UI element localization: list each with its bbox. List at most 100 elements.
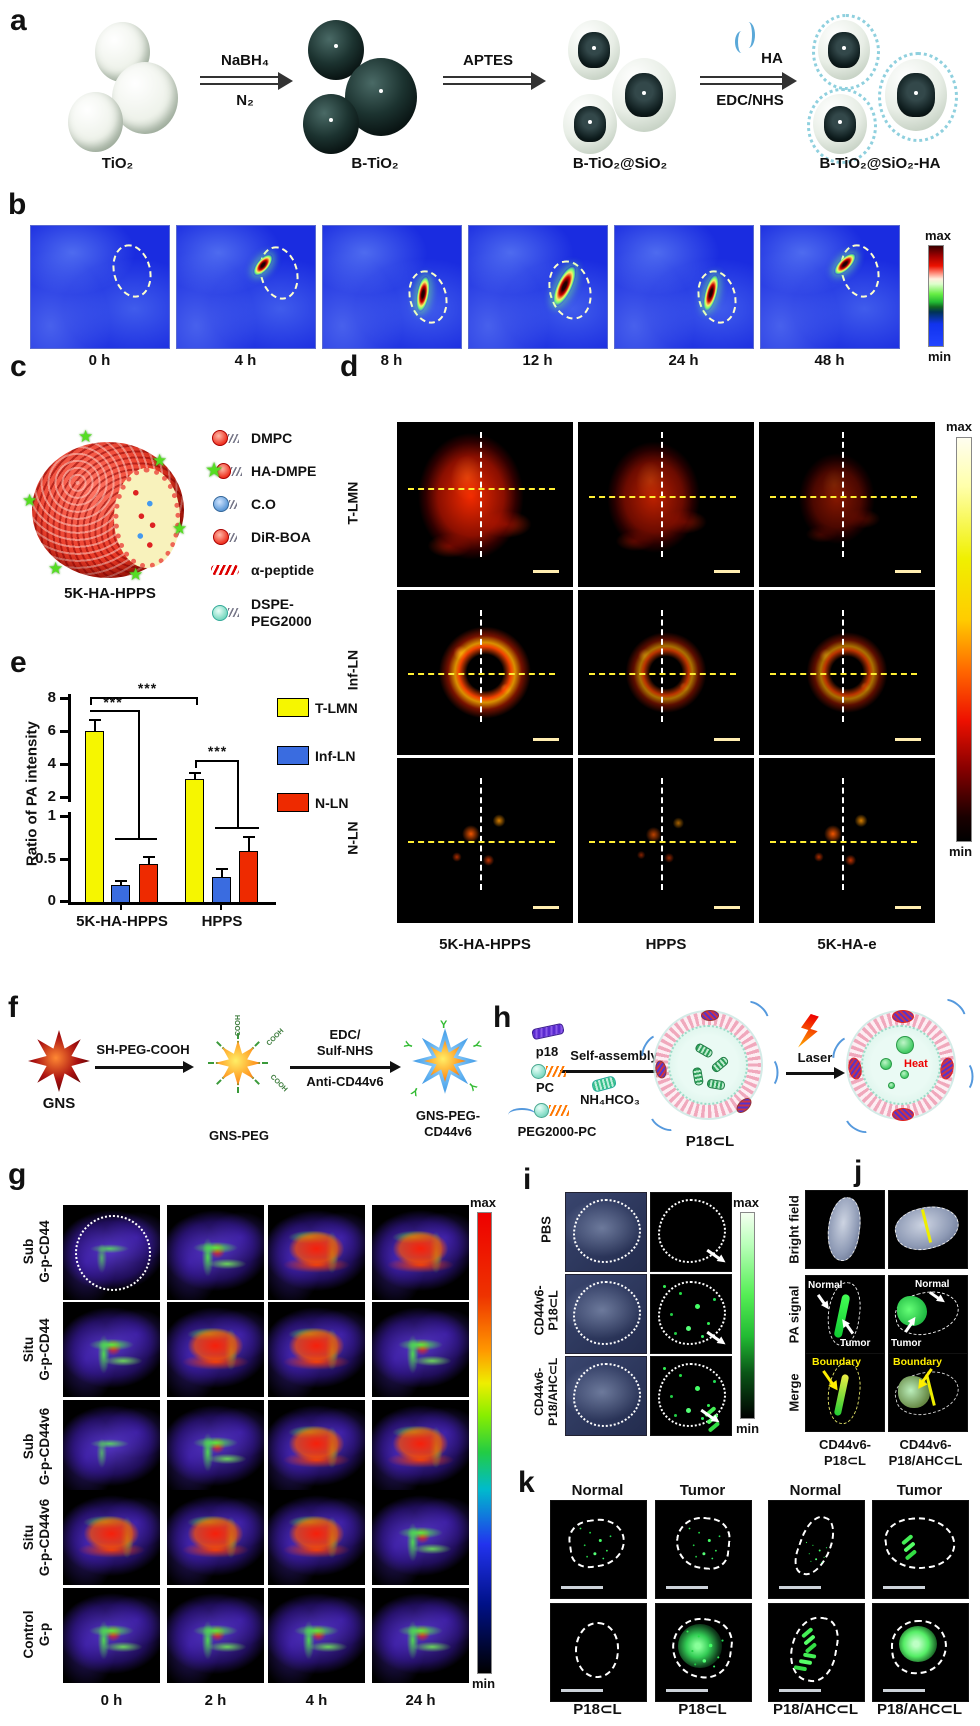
bar-Inf-LN-HPPS bbox=[212, 876, 231, 903]
error-bar-N-LN-5K-HA-HPPS bbox=[142, 856, 155, 870]
panel-d-label: d bbox=[340, 350, 359, 383]
pa-green-fill bbox=[678, 1624, 722, 1668]
tissue-outline bbox=[658, 1199, 726, 1263]
p18-liposome bbox=[637, 996, 779, 1136]
membrane-p18 bbox=[701, 1010, 719, 1021]
ha-star-icon: ★ bbox=[22, 491, 38, 510]
p18l-caption: P18⊂L bbox=[685, 1133, 735, 1150]
i-pa-pbs bbox=[650, 1192, 732, 1272]
pa-image-4h bbox=[176, 225, 316, 349]
tissue-outline bbox=[658, 1363, 726, 1427]
d-image-r2c3 bbox=[759, 590, 935, 755]
k-footer: P18⊂L bbox=[573, 1701, 622, 1718]
g-image-r2c1 bbox=[63, 1302, 160, 1397]
membrane-p18-hot bbox=[846, 1056, 864, 1081]
boundary-annotation: Boundary bbox=[893, 1356, 943, 1368]
legend-item-dir-boa: DiR-BOA bbox=[208, 527, 311, 547]
legend-label: HA-DMPE bbox=[251, 463, 317, 479]
d-image-r2c1 bbox=[397, 590, 573, 755]
pa-specks bbox=[686, 1630, 689, 1633]
pa-green-fill bbox=[899, 1626, 937, 1662]
tissue-outline bbox=[573, 1199, 641, 1263]
crosshair-v bbox=[479, 777, 482, 890]
y-tick bbox=[60, 900, 68, 903]
panel-b-label: b bbox=[8, 188, 27, 221]
g-image-r4c4 bbox=[372, 1490, 469, 1585]
panel-f-label: f bbox=[8, 991, 18, 1024]
j-row-label-brightfield: Bright field bbox=[786, 1195, 802, 1264]
ln-outline bbox=[785, 1612, 843, 1686]
g-image-r2c3 bbox=[268, 1302, 365, 1397]
sig-bracket bbox=[215, 827, 259, 829]
gns-caption: GNS bbox=[42, 1095, 76, 1112]
y-tick bbox=[60, 697, 68, 700]
legend-label-t-lmn: T-LMN bbox=[315, 700, 358, 716]
legend-label: DMPC bbox=[251, 430, 293, 446]
g-image-r3c3 bbox=[268, 1400, 365, 1495]
btio2-caption: B-TiO₂ bbox=[351, 155, 399, 172]
f-arrow2-reagent1: EDC/ bbox=[329, 1027, 361, 1042]
alpha-peptide-icon bbox=[208, 560, 242, 580]
g-time-label: 24 h bbox=[405, 1692, 436, 1709]
laser-bolt-icon bbox=[795, 1012, 822, 1051]
colorbar-d-min: min bbox=[949, 844, 973, 859]
p18-cargo bbox=[693, 1042, 715, 1059]
crosshair-h bbox=[588, 496, 737, 499]
legend-label-n-ln: N-LN bbox=[315, 795, 349, 811]
g-image-r4c2 bbox=[167, 1490, 264, 1585]
y-axis-lower bbox=[68, 812, 71, 902]
g-image-r4c1 bbox=[63, 1490, 160, 1585]
pa-specks bbox=[663, 1367, 666, 1370]
x-tick bbox=[120, 904, 122, 910]
x-tick bbox=[220, 904, 222, 910]
error-bar-N-LN-HPPS bbox=[242, 835, 255, 858]
g-row-line2: G-p-CD44v6 bbox=[36, 1498, 52, 1577]
j-brightfield-1 bbox=[805, 1190, 885, 1269]
d-image-r3c3 bbox=[759, 758, 935, 923]
k-image-r1c3 bbox=[768, 1500, 865, 1599]
pc-caption: PC bbox=[535, 1080, 555, 1095]
bar-N-LN-HPPS bbox=[239, 851, 258, 903]
ln-outline bbox=[673, 1514, 733, 1572]
x-category-label: HPPS bbox=[201, 913, 243, 930]
peg-tail bbox=[761, 1057, 779, 1088]
scale-bar bbox=[883, 1586, 925, 1589]
gns-star bbox=[28, 1030, 90, 1092]
g-image-r1c4 bbox=[372, 1205, 469, 1300]
peg2000-pc-caption: PEG2000-PC bbox=[517, 1124, 597, 1139]
released-bubble bbox=[880, 1058, 892, 1070]
colorbar-i-max: max bbox=[733, 1195, 760, 1210]
d-col-label: HPPS bbox=[645, 936, 687, 953]
sig-bracket bbox=[90, 697, 92, 705]
g-image-r1c3 bbox=[268, 1205, 365, 1300]
j-col-label-1: CD44v6- P18⊂L bbox=[805, 1437, 885, 1470]
arrow3-condition: EDC/NHS bbox=[716, 92, 784, 109]
pc-icon bbox=[531, 1064, 546, 1079]
j-col-line1: CD44v6- bbox=[899, 1437, 952, 1452]
heated-liposome: Heat bbox=[828, 994, 974, 1138]
k-header: Tumor bbox=[896, 1482, 943, 1499]
j-brightfield-2 bbox=[888, 1190, 968, 1269]
ha-polymer-icon bbox=[735, 22, 755, 53]
j-col-line2: P18/AHC⊂L bbox=[888, 1453, 963, 1469]
f-arrow-2 bbox=[290, 1066, 390, 1069]
scale-bar bbox=[714, 906, 740, 909]
g-row-line2: G-p-CD44 bbox=[36, 1220, 52, 1283]
crosshair-v bbox=[660, 777, 663, 890]
pc-tail-icon bbox=[546, 1066, 566, 1077]
sig-stars: *** bbox=[103, 694, 123, 710]
legend-label: α-peptide bbox=[251, 562, 315, 578]
bar-Inf-LN-5K-HA-HPPS bbox=[111, 885, 130, 903]
timepoint-label: 4 h bbox=[234, 352, 257, 369]
legend-swatch-n-ln bbox=[277, 793, 309, 812]
ha-coated-sphere bbox=[885, 59, 947, 131]
scale-bar bbox=[533, 906, 559, 909]
g-image-r1c2 bbox=[167, 1205, 264, 1300]
colorbar-i-min: min bbox=[736, 1421, 760, 1436]
y-tick-label: 6 bbox=[47, 722, 56, 739]
arrow1-condition: N₂ bbox=[236, 92, 254, 109]
i-row-line2: P18⊂L bbox=[547, 1290, 561, 1331]
crosshair-v bbox=[841, 609, 844, 722]
f-arrow1-reagent: SH-PEG-COOH bbox=[96, 1042, 190, 1057]
btio2-sphere bbox=[303, 94, 359, 154]
